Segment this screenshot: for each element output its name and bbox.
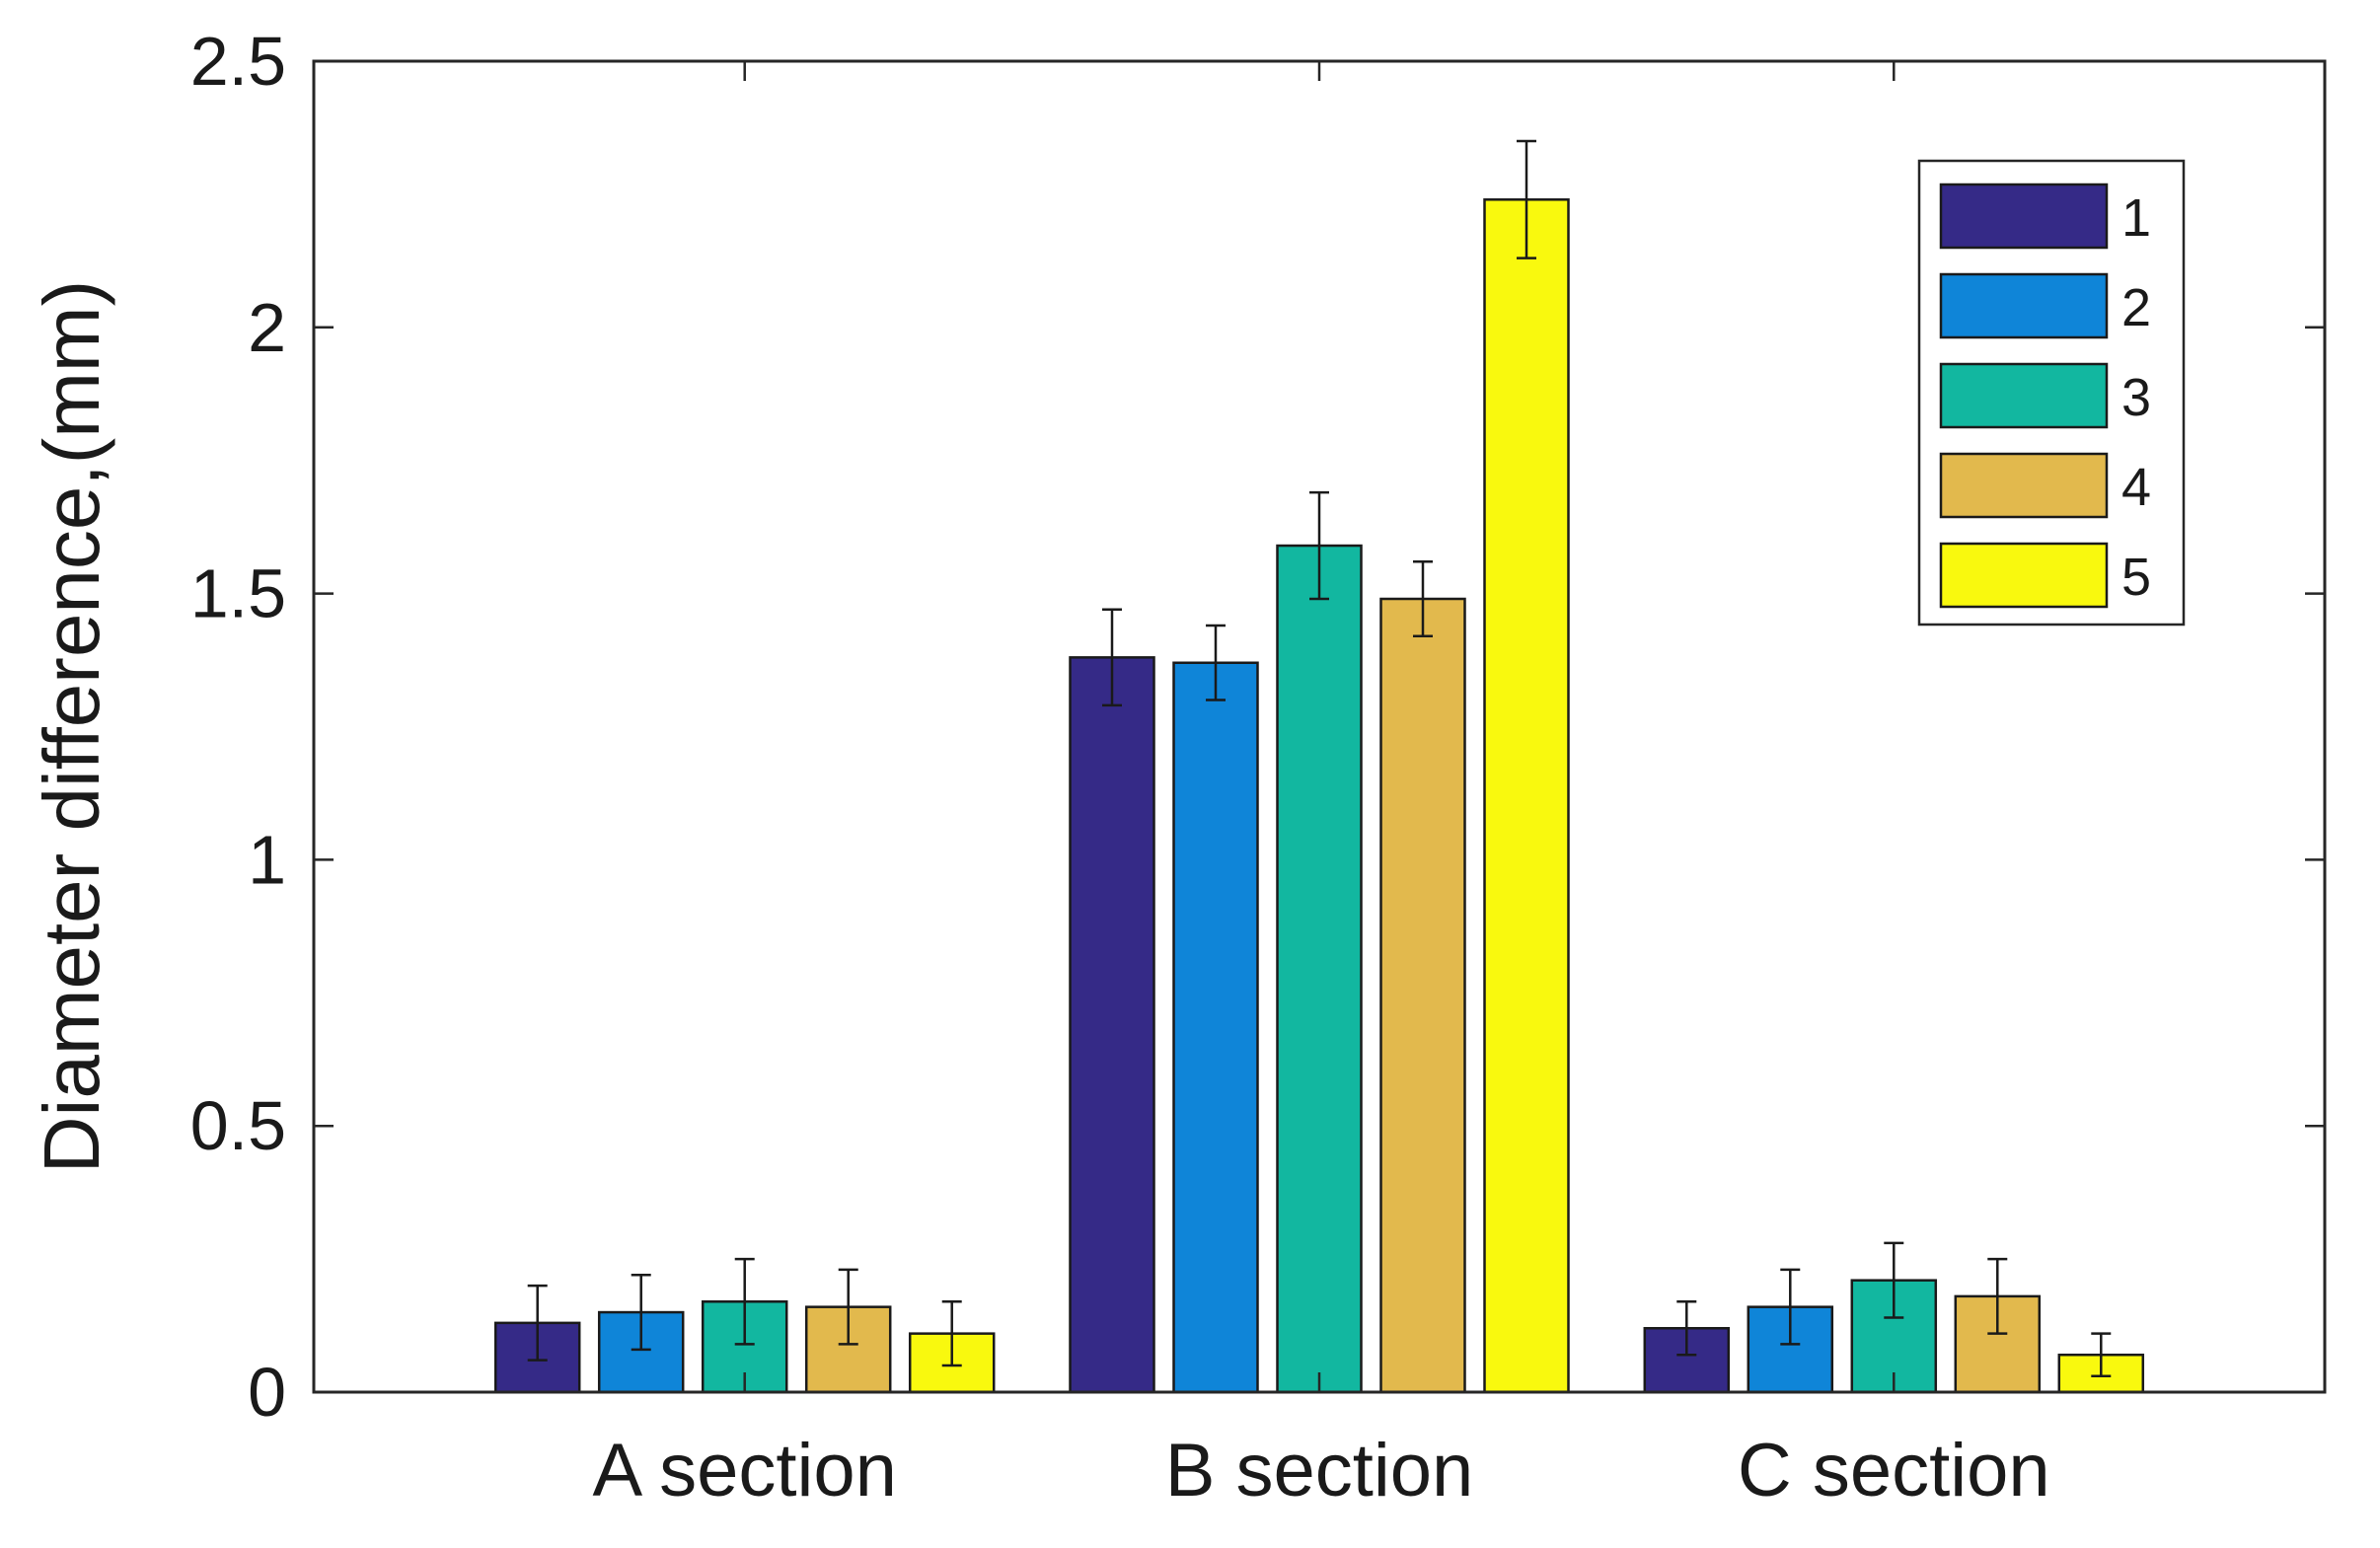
legend-swatch — [1939, 272, 2109, 339]
y-tick-label: 0 — [248, 1354, 286, 1431]
y-tick-label: 1.5 — [190, 555, 286, 632]
legend-entry: 4 — [1939, 452, 2151, 519]
error-bar-series-3-cat-1 — [734, 1257, 755, 1346]
legend-label: 5 — [2121, 548, 2151, 607]
legend-swatch — [1939, 452, 2109, 519]
legend: 1 2 3 4 5 — [1917, 159, 2186, 627]
error-bar-series-5-cat-3 — [2091, 1332, 2112, 1378]
bars-layer — [493, 198, 2145, 1394]
error-bar-series-3-cat-3 — [1884, 1241, 1904, 1319]
error-bar-series-4-cat-2 — [1413, 559, 1433, 638]
bar-series-3-cat-2 — [1276, 544, 1363, 1394]
error-bar-series-1-cat-1 — [527, 1284, 548, 1362]
error-bar-series-1-cat-2 — [1102, 608, 1122, 707]
legend-swatch — [1939, 183, 2109, 250]
bar-series-5-cat-2 — [1483, 198, 1570, 1394]
error-bar-series-4-cat-1 — [838, 1268, 858, 1346]
bar-series-4-cat-2 — [1379, 597, 1466, 1394]
error-bar-series-5-cat-2 — [1517, 139, 1536, 259]
legend-entry: 3 — [1939, 362, 2151, 429]
y-tick-label: 2.5 — [190, 23, 286, 100]
x-category-label: C section — [1738, 1429, 2050, 1512]
x-category-label: A section — [593, 1429, 897, 1512]
y-axis-title: Diameter difference,(mm) — [28, 280, 115, 1173]
bar-series-1-cat-2 — [1069, 656, 1155, 1394]
error-bar-series-1-cat-3 — [1676, 1300, 1697, 1357]
error-bar-series-5-cat-1 — [941, 1300, 962, 1367]
legend-entry: 5 — [1939, 542, 2151, 609]
legend-entry: 1 — [1939, 183, 2151, 250]
legend-swatch — [1939, 362, 2109, 429]
axis-ticks — [314, 59, 2325, 1394]
legend-label: 4 — [2121, 458, 2151, 517]
bar-series-2-cat-2 — [1172, 661, 1259, 1394]
y-tick-labels: 0 0.5 1 1.5 2 2.5 — [190, 23, 286, 1431]
x-category-label: B section — [1165, 1429, 1474, 1512]
legend-entry: 2 — [1939, 272, 2151, 339]
legend-label: 1 — [2121, 188, 2151, 248]
bar-series-2-cat-3 — [1747, 1305, 1834, 1394]
legend-label: 2 — [2121, 278, 2151, 337]
error-bar-series-2-cat-2 — [1206, 624, 1226, 701]
legend-swatch — [1939, 542, 2109, 609]
error-bar-series-2-cat-1 — [631, 1274, 651, 1352]
error-bar-series-3-cat-2 — [1309, 490, 1329, 601]
error-bar-series-4-cat-3 — [1987, 1257, 2008, 1335]
y-tick-label: 0.5 — [190, 1087, 286, 1164]
error-bar-series-2-cat-3 — [1780, 1268, 1801, 1346]
y-tick-label: 2 — [248, 289, 286, 366]
legend-label: 3 — [2121, 368, 2151, 427]
x-category-labels: A section B section C section — [593, 1429, 2050, 1512]
error-bars-layer — [527, 139, 2112, 1378]
y-tick-label: 1 — [248, 821, 286, 898]
